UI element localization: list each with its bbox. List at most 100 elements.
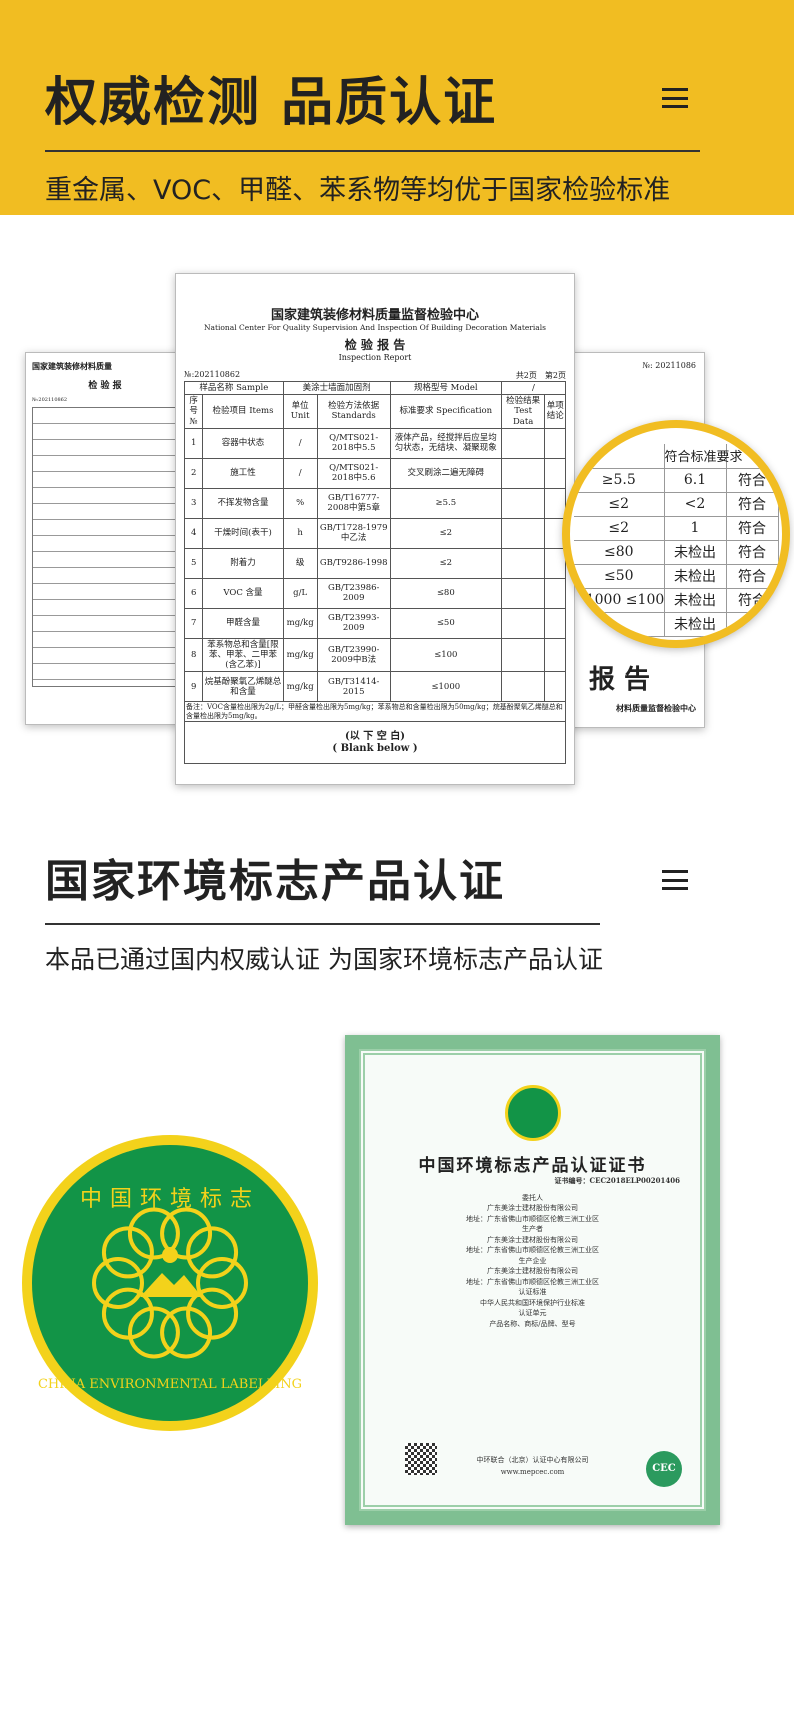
table-cell: GB/T31414-2015 (316, 671, 391, 703)
table-row: 7 甲醛含量 mg/kg GB/T23993-2009 ≤50 (183, 607, 566, 639)
lens-cell: 符合 (726, 540, 779, 565)
table-cell (544, 607, 566, 639)
certificate-line: 地址：广东省佛山市顺德区伦教三洲工业区 (466, 1246, 599, 1254)
logo-text-cn: 中国环境标志 (79, 1187, 260, 1212)
lens-cell: 未检出 (664, 540, 727, 565)
table-row: 2 施工性 / Q/MTS021-2018中5.6 交叉刷涂二遍无障碍 (183, 457, 566, 489)
table-cell: GB/T16777-2008中第5章 (316, 487, 391, 519)
table-cell: 干燥时间(表干) (202, 517, 284, 549)
certificate-line: 广东美涂士建材股份有限公司 (487, 1204, 578, 1212)
lens-cell: ≤2 (574, 516, 665, 541)
lens-cell (574, 612, 665, 637)
table-cell: 8 (183, 637, 204, 673)
table-cell: 甲醛含量 (202, 607, 284, 639)
table-row: 1 容器中状态 / Q/MTS021-2018中5.5 液体产品，经搅拌后应呈均匀状态，… (183, 427, 566, 459)
ring (160, 1207, 213, 1260)
lens-cell: 符合 (726, 516, 779, 541)
table-cell (544, 547, 566, 579)
table-cell: Q/MTS021-2018中5.5 (316, 427, 391, 459)
table-cell (500, 517, 546, 549)
table-cell (544, 671, 566, 703)
lens-header: 符合标准要求 (664, 444, 743, 469)
sample-label: 样品名称 Sample (184, 380, 284, 396)
divider (45, 150, 700, 152)
lens-row: ≥5.5 6.1 符合 (574, 468, 779, 493)
lens-cell: 符合 (726, 468, 779, 493)
table-header: 序号 № (183, 394, 204, 429)
report-org-cn: 国家建筑装修材料质量监督检验中心 (270, 308, 479, 323)
table-cell: 6 (183, 577, 204, 609)
lens-cell: 未检出 (664, 588, 727, 613)
logo-text-en: CHINA ENVIRONMENTAL LABELLING (37, 1377, 303, 1392)
blank-en: ( Blank below ) (332, 742, 418, 754)
table-cell: 液体产品，经搅拌后应呈均匀状态，无结块、凝聚现象 (389, 427, 502, 459)
table-cell: GB/T23986-2009 (316, 577, 391, 609)
table-cell: GB/T23990-2009中B法 (316, 637, 391, 673)
table-cell: ≤2 (389, 547, 502, 579)
table-cell: 7 (183, 607, 204, 639)
lens-cell: 未检出 (664, 564, 727, 589)
right-report-footer: 材料质量监督检验中心 (616, 703, 696, 713)
certificate-line: 地址：广东省佛山市顺德区伦教三洲工业区 (466, 1214, 599, 1223)
lens-cell: ≤2 (574, 492, 665, 517)
table-cell (544, 487, 566, 519)
table-cell: / (282, 427, 318, 459)
table-cell: Q/MTS021-2018中5.6 (316, 457, 391, 489)
table-cell: 1 (183, 427, 204, 459)
certificate-line: 中华人民共和国环境保护行业标准 (480, 1298, 585, 1307)
ten-rings-icon (92, 1207, 248, 1359)
certificate-line: 产品名称、商标/品牌、型号 (489, 1319, 576, 1328)
table-row: 8 苯系物总和含量[限苯、甲苯、二甲苯(含乙苯)] mg/kg GB/T23990-2… (183, 637, 566, 673)
table-cell: h (282, 517, 318, 549)
report-note: 备注：VOC含量检出限为2g/L；甲醛含量检出限为5mg/kg；苯系物总和含量检… (184, 701, 566, 723)
certificate-line: 地址：广东省佛山市顺德区伦教三洲工业区 (466, 1277, 599, 1286)
certificate-line: 委托人 (522, 1193, 543, 1202)
table-cell: g/L (282, 577, 318, 609)
left-report-org: 国家建筑装修材料质量 (32, 361, 112, 371)
table-cell: GB/T9286-1998 (316, 547, 391, 579)
ring (92, 1257, 144, 1309)
right-report-number: №: 20211086 (642, 361, 696, 370)
table-header: 标准要求 Specification (389, 394, 502, 429)
report-pages: 共2页 第2页 (515, 371, 566, 380)
lens-row: 未检出 (574, 612, 779, 637)
lens-cell: 符合 (726, 492, 779, 517)
lens-cell (726, 612, 779, 637)
lens-cell: ≥5.5 (574, 468, 665, 493)
table-cell: 附着力 (202, 547, 284, 579)
table-cell: 5 (183, 547, 204, 579)
table-cell: ≤2 (389, 517, 502, 549)
table-row: 3 不挥发物含量% GB/T16777-2008中第5章 ≥5.5 (183, 487, 566, 519)
blank-cn: (以 下 空 白) (345, 730, 405, 742)
main-report: 国家建筑装修材料质量监督检验中心 National Center For Qua… (175, 273, 575, 785)
certificate-issuer: 中环联合（北京）认证中心有限公司 (476, 1455, 589, 1464)
lens-row: ≤1000 ≤100 未检出 符合 (574, 588, 779, 613)
ring (127, 1306, 180, 1359)
table-cell: ≤100 (389, 637, 502, 673)
report-org-en: National Center For Quality Supervision … (203, 323, 547, 332)
china-environmental-labelling-logo: 中国环境标志 CHINA ENVIRONMENTAL LABELLING (22, 1135, 318, 1431)
certificate-title: 中国环境标志产品认证证书 (418, 1156, 647, 1176)
menu-icon[interactable] (662, 88, 688, 108)
table-cell: 不挥发物含量 (202, 487, 284, 519)
table-header: 检验结果 Test Data (500, 394, 546, 429)
lens-cell: ≤80 (574, 540, 665, 565)
lens-header (574, 444, 665, 469)
lens-header (726, 444, 779, 469)
table-cell (500, 487, 546, 519)
left-report-number: №:202110862 (32, 397, 68, 403)
certificate-line: 生产企业 (518, 1256, 547, 1265)
certificate-line: 认证标准 (518, 1288, 547, 1296)
lens-cell: 6.1 (664, 468, 727, 493)
menu-icon[interactable] (662, 870, 688, 890)
magnifier-lens: 符合标准要求 ≥5.5 6.1 符合 ≤2 <2 符合 ≤2 1 符合 ≤80 未检出 符合 ≤50 未检出… (562, 420, 790, 648)
table-cell (500, 577, 546, 609)
ring (101, 1226, 154, 1279)
certificate-website: www.mepcec.com (500, 1467, 565, 1476)
sample-value: 美涂士墙面加固剂 (282, 380, 391, 396)
certificate-number: 证书编号：CEC2018ELP00201406 (554, 1176, 680, 1185)
report-title-cn: 检 验 报 告 (344, 338, 406, 352)
table-cell: 交叉刷涂二遍无障碍 (389, 457, 502, 489)
report-title-en: Inspection Report (338, 353, 412, 362)
table-cell: % (282, 487, 318, 519)
